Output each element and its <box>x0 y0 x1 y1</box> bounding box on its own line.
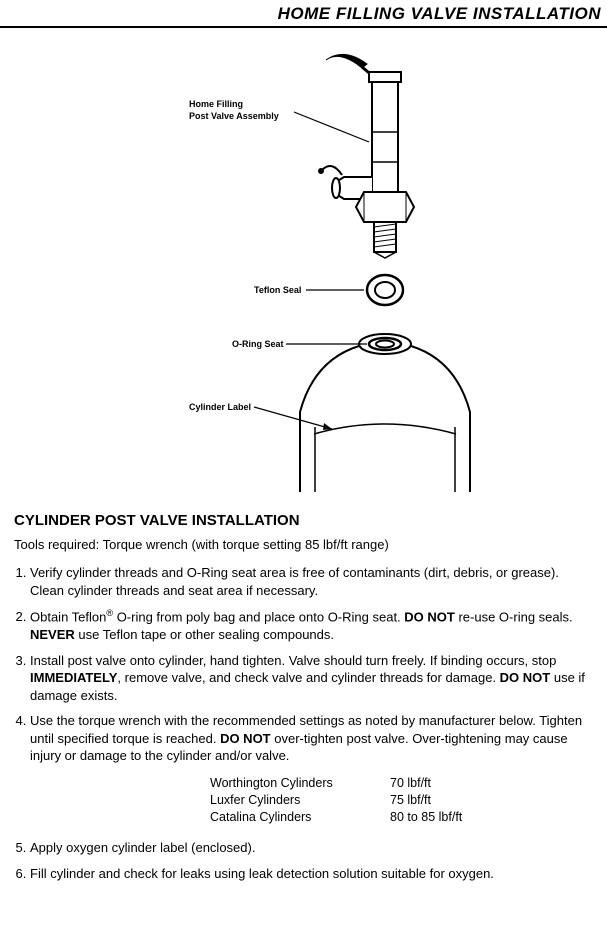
section-heading: CYLINDER POST VALVE INSTALLATION <box>0 502 607 537</box>
tools-required-line: Tools required: Torque wrench (with torq… <box>0 537 607 564</box>
valve-handle-icon <box>326 54 367 68</box>
torque-row: Catalina Cylinders 80 to 85 lbf/ft <box>210 809 593 826</box>
torque-table: Worthington Cylinders 70 lbf/ft Luxfer C… <box>210 775 593 826</box>
steps-list: Verify cylinder threads and O-Ring seat … <box>0 564 607 883</box>
diagram-container: Home Filling Post Valve Assembly Teflon … <box>0 28 607 502</box>
step-2-donot: DO NOT <box>404 609 455 624</box>
step-2-never: NEVER <box>30 627 75 642</box>
valve-assembly-label-line2: Post Valve Assembly <box>189 111 279 121</box>
step-4: Use the torque wrench with the recommend… <box>30 712 593 825</box>
step-2-text-b: O-ring from poly bag and place onto O-Ri… <box>113 609 404 624</box>
torque-row: Worthington Cylinders 70 lbf/ft <box>210 775 593 792</box>
step-3-text-a: Install post valve onto cylinder, hand t… <box>30 653 556 668</box>
step-1: Verify cylinder threads and O-Ring seat … <box>30 564 593 599</box>
step-3-donot: DO NOT <box>500 670 551 685</box>
step-2-text-a: Obtain Teflon <box>30 609 106 624</box>
torque-name-2: Catalina Cylinders <box>210 809 390 826</box>
step-1-text: Verify cylinder threads and O-Ring seat … <box>30 565 559 598</box>
step-5-text: Apply oxygen cylinder label (enclosed). <box>30 840 255 855</box>
torque-val-1: 75 lbf/ft <box>390 792 520 809</box>
valve-diagram-svg: Home Filling Post Valve Assembly Teflon … <box>84 42 524 492</box>
torque-name-1: Luxfer Cylinders <box>210 792 390 809</box>
step-2-text-d: use Teflon tape or other sealing compoun… <box>75 627 334 642</box>
leader-line-cylinder <box>254 407 332 429</box>
header-bar: HOME FILLING VALVE INSTALLATION <box>0 0 607 28</box>
page-title: HOME FILLING VALVE INSTALLATION <box>278 4 601 23</box>
teflon-seal-label: Teflon Seal <box>254 285 301 295</box>
oring-seat-label: O-Ring Seat <box>232 339 284 349</box>
cylinder-label-label: Cylinder Label <box>189 402 251 412</box>
step-4-donot: DO NOT <box>220 731 271 746</box>
step-6-text: Fill cylinder and check for leaks using … <box>30 866 494 881</box>
teflon-seal-inner <box>375 282 395 298</box>
step-6: Fill cylinder and check for leaks using … <box>30 865 593 883</box>
torque-val-2: 80 to 85 lbf/ft <box>390 809 520 826</box>
step-2-text-c: re-use O-ring seals. <box>455 609 573 624</box>
step-2: Obtain Teflon® O-ring from poly bag and … <box>30 607 593 643</box>
step-3-text-b: , remove valve, and check valve and cyli… <box>117 670 499 685</box>
step-3-immed: IMMEDIATELY <box>30 670 117 685</box>
valve-assembly-label-line1: Home Filling <box>189 99 243 109</box>
step-3: Install post valve onto cylinder, hand t… <box>30 652 593 705</box>
torque-name-0: Worthington Cylinders <box>210 775 390 792</box>
torque-row: Luxfer Cylinders 75 lbf/ft <box>210 792 593 809</box>
page-root: HOME FILLING VALVE INSTALLATION <box>0 0 607 883</box>
step-5: Apply oxygen cylinder label (enclosed). <box>30 839 593 857</box>
torque-val-0: 70 lbf/ft <box>390 775 520 792</box>
leader-line-valve <box>294 112 369 142</box>
